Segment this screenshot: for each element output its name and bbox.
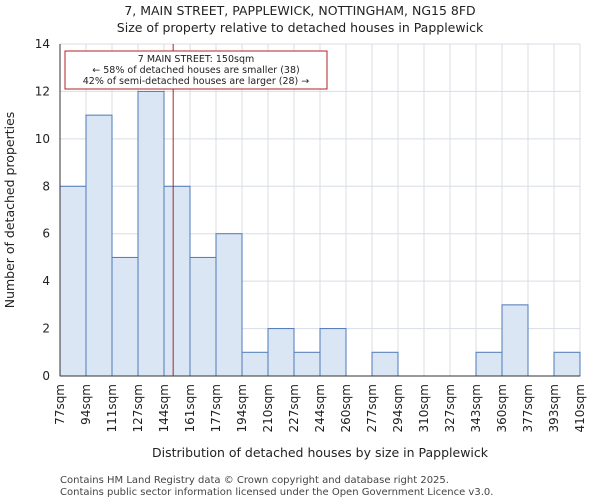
y-tick-label: 12 bbox=[35, 84, 50, 98]
histogram-bar bbox=[501, 304, 529, 377]
histogram-bar bbox=[111, 256, 139, 377]
x-tick-label: 111sqm bbox=[105, 384, 119, 432]
x-tick-label: 94sqm bbox=[79, 384, 93, 425]
histogram-bar bbox=[215, 233, 243, 377]
x-tick-label: 244sqm bbox=[313, 384, 327, 432]
histogram-bar bbox=[59, 185, 87, 377]
y-tick-label: 0 bbox=[42, 369, 50, 383]
axes bbox=[59, 44, 580, 377]
y-tick-label: 2 bbox=[42, 322, 50, 336]
x-tick-label: 210sqm bbox=[261, 384, 275, 432]
footer-line-2: Contains public sector information licen… bbox=[60, 487, 493, 498]
x-tick-label: 377sqm bbox=[521, 384, 535, 432]
y-tick-label: 14 bbox=[35, 37, 50, 51]
annotation-line-3: 42% of semi-detached houses are larger (… bbox=[83, 76, 310, 87]
property-annotation: 7 MAIN STREET: 150sqm ← 58% of detached … bbox=[64, 50, 328, 90]
x-tick-label: 260sqm bbox=[339, 384, 353, 432]
x-tick-label: 144sqm bbox=[157, 384, 171, 432]
y-axis-label: Number of detached properties bbox=[2, 112, 17, 309]
x-axis-label: Distribution of detached houses by size … bbox=[152, 445, 489, 460]
x-tick-label: 77sqm bbox=[53, 384, 67, 425]
histogram-bar bbox=[241, 351, 269, 377]
histogram-bar bbox=[189, 256, 217, 377]
y-tick-label: 10 bbox=[35, 132, 50, 146]
histogram-bar bbox=[319, 328, 347, 377]
annotation-line-2: ← 58% of detached houses are smaller (38… bbox=[92, 65, 299, 76]
x-tick-label: 294sqm bbox=[391, 384, 405, 432]
x-tick-label: 343sqm bbox=[469, 384, 483, 432]
annotation-box bbox=[64, 50, 328, 90]
chart-subtitle: Size of property relative to detached ho… bbox=[117, 20, 484, 35]
histogram-bar bbox=[163, 185, 191, 377]
x-tick-label: 127sqm bbox=[131, 384, 145, 432]
annotation-line-1: 7 MAIN STREET: 150sqm bbox=[138, 54, 254, 65]
x-tick-label: 393sqm bbox=[547, 384, 561, 432]
x-tick-label: 161sqm bbox=[183, 384, 197, 432]
histogram-bar bbox=[267, 328, 295, 377]
y-tick-labels: 0 2 4 6 8 10 12 14 bbox=[35, 37, 50, 383]
bars bbox=[59, 90, 581, 377]
histogram-bar bbox=[85, 114, 113, 377]
histogram-bar bbox=[137, 90, 165, 377]
x-tick-label: 227sqm bbox=[287, 384, 301, 432]
x-tick-label: 177sqm bbox=[209, 384, 223, 432]
x-tick-label: 277sqm bbox=[365, 384, 379, 432]
x-tick-label: 310sqm bbox=[417, 384, 431, 432]
y-tick-label: 4 bbox=[42, 274, 50, 288]
y-tick-label: 8 bbox=[42, 179, 50, 193]
x-tick-label: 327sqm bbox=[443, 384, 457, 432]
histogram-bar bbox=[371, 351, 399, 377]
x-tick-labels: 77sqm 94sqm 111sqm 127sqm 144sqm 161sqm 177sqm… bbox=[53, 384, 587, 432]
y-tick-label: 6 bbox=[42, 227, 50, 241]
histogram-bar bbox=[475, 351, 503, 377]
histogram-bar bbox=[293, 351, 321, 377]
histogram-bar bbox=[553, 351, 581, 377]
x-tick-label: 194sqm bbox=[235, 384, 249, 432]
x-tick-label: 410sqm bbox=[573, 384, 587, 432]
chart-title: 7, MAIN STREET, PAPPLEWICK, NOTTINGHAM, … bbox=[124, 3, 475, 18]
footer-line-1: Contains HM Land Registry data © Crown c… bbox=[60, 475, 449, 486]
x-tick-label: 360sqm bbox=[495, 384, 509, 432]
